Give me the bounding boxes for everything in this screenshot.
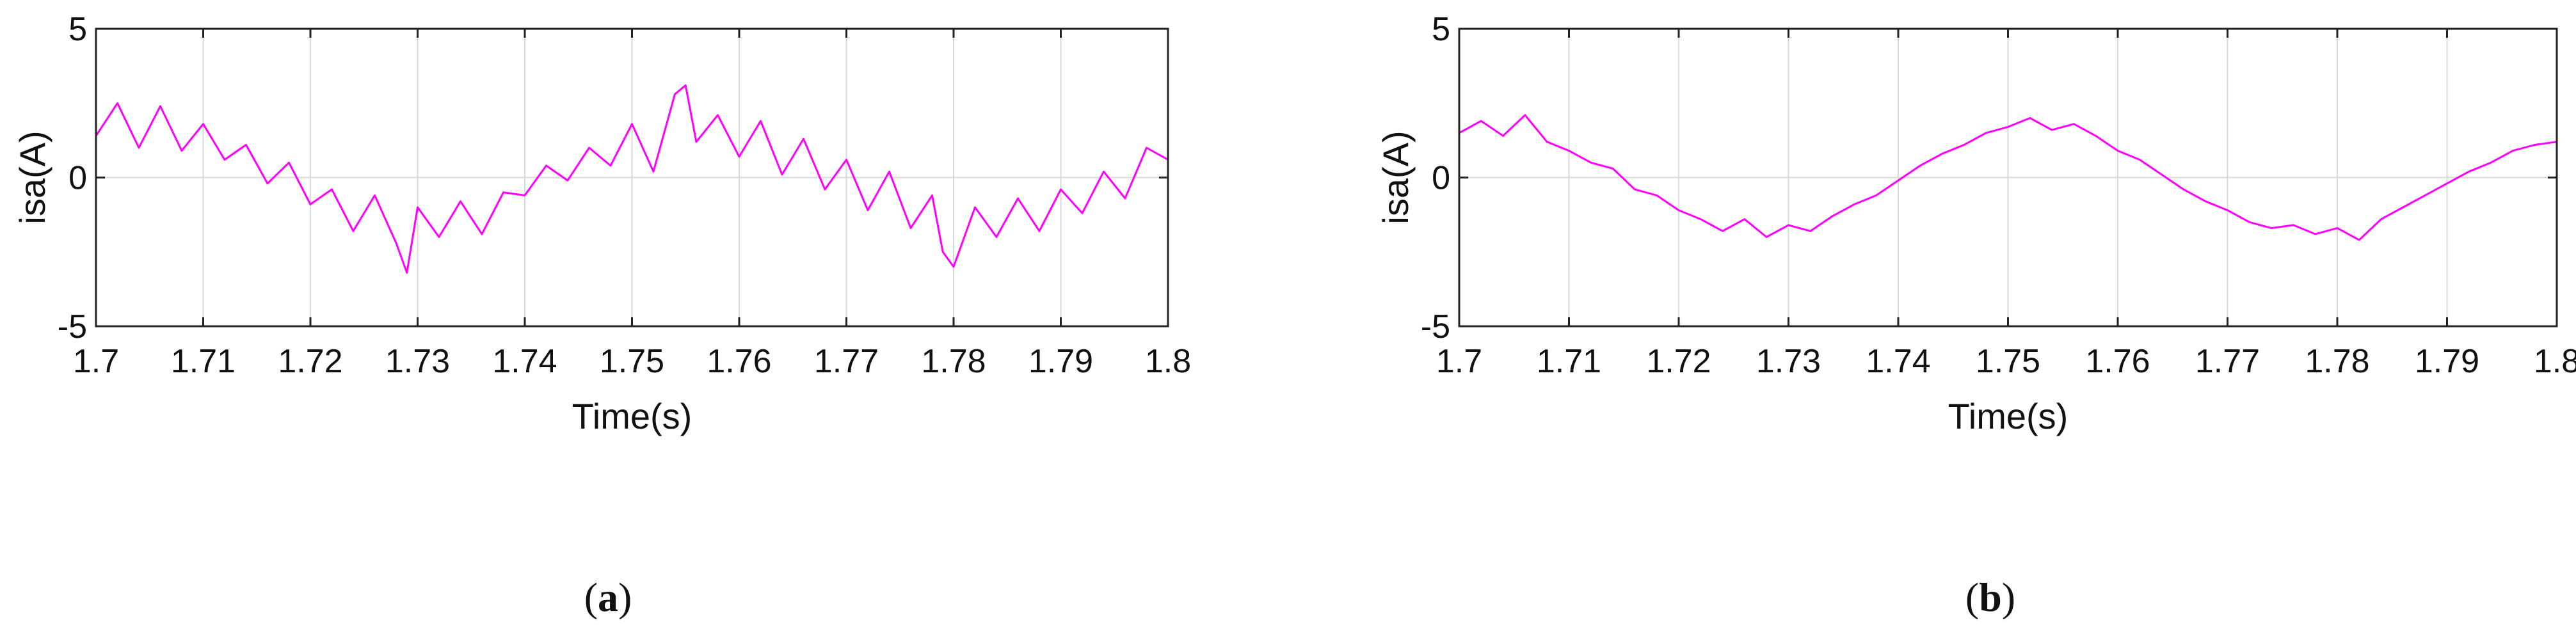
series-line-b (1459, 114, 2557, 241)
x-tick-label-a: 1.7 (73, 343, 119, 380)
x-tick-label-a: 1.74 (492, 343, 557, 380)
y-tick-label-b: 5 (1432, 11, 1450, 48)
x-tick-label-b: 1.73 (1756, 343, 1821, 380)
x-tick-label-b: 1.74 (1866, 343, 1930, 380)
x-tick-label-a: 1.73 (385, 343, 450, 380)
x-tick-label-a: 1.72 (278, 343, 342, 380)
x-tick-label-a: 1.79 (1028, 343, 1093, 380)
x-tick-label-b: 1.7 (1436, 343, 1482, 380)
x-tick-label-b: 1.77 (2195, 343, 2260, 380)
chart-panel-a: 1.7 1.71 1.72 1.73 1.74 1.75 1.76 1.77 1.78 1.79 1… (12, 11, 1191, 620)
x-tick-label-a: 1.75 (600, 343, 664, 380)
x-tick-label-b: 1.72 (1646, 343, 1711, 380)
y-tick-label-b: -5 (1421, 308, 1450, 345)
y-tick-label-b: 0 (1432, 160, 1450, 197)
y-axis-label-b: isa(A) (1375, 131, 1416, 224)
x-tick-label-b: 1.78 (2305, 343, 2369, 380)
x-tick-label-b: 1.8 (2534, 343, 2576, 380)
x-tick-label-b: 1.75 (1976, 343, 2040, 380)
x-tick-label-a: 1.78 (921, 343, 986, 380)
y-axis-label-a: isa(A) (12, 131, 52, 224)
x-tick-label-a: 1.8 (1145, 343, 1191, 380)
y-tick-label-a: -5 (58, 308, 87, 345)
panel-caption-b: (b) (1965, 574, 2015, 620)
x-axis-label-a: Time(s) (572, 396, 692, 436)
x-tick-label-b: 1.79 (2415, 343, 2479, 380)
series-line-a (95, 84, 1169, 274)
x-tick-label-a: 1.76 (707, 343, 771, 380)
x-axis-label-b: Time(s) (1948, 396, 2068, 436)
y-tick-label-a: 0 (68, 160, 87, 197)
chart-panel-b: 1.7 1.71 1.72 1.73 1.74 1.75 1.76 1.77 1.78 1.79 1… (1375, 11, 2576, 620)
x-tick-label-b: 1.76 (2085, 343, 2150, 380)
y-tick-label-a: 5 (68, 11, 87, 48)
x-tick-label-b: 1.71 (1537, 343, 1601, 380)
x-tick-label-a: 1.71 (171, 343, 236, 380)
panel-caption-a: (a) (584, 574, 632, 620)
x-tick-label-a: 1.77 (814, 343, 879, 380)
